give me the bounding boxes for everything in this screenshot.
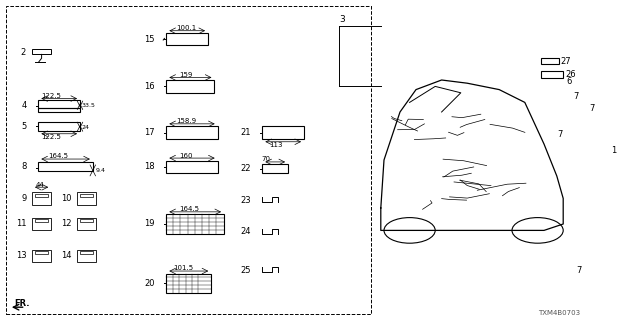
Bar bbox=[35, 194, 48, 197]
Text: 5: 5 bbox=[22, 122, 27, 131]
Text: 18: 18 bbox=[144, 162, 155, 171]
Text: 160: 160 bbox=[179, 153, 193, 158]
Text: FR.: FR. bbox=[14, 300, 29, 308]
Text: 164.5: 164.5 bbox=[48, 154, 68, 159]
Text: 7: 7 bbox=[589, 104, 594, 113]
Text: 24: 24 bbox=[241, 228, 251, 236]
Text: 122.5: 122.5 bbox=[42, 134, 61, 140]
Text: 122.5: 122.5 bbox=[42, 93, 61, 99]
Bar bbox=[541, 58, 559, 64]
Text: 17: 17 bbox=[144, 128, 155, 137]
Bar bbox=[166, 126, 218, 139]
Text: 158.9: 158.9 bbox=[176, 118, 196, 124]
Bar bbox=[77, 218, 96, 230]
Text: 1: 1 bbox=[611, 146, 616, 155]
Text: 113: 113 bbox=[269, 142, 282, 148]
Text: 13: 13 bbox=[16, 252, 27, 260]
Text: 10: 10 bbox=[61, 194, 72, 203]
Bar bbox=[38, 108, 80, 112]
Text: 33.5: 33.5 bbox=[82, 103, 96, 108]
Bar bbox=[6, 6, 371, 314]
Bar bbox=[77, 250, 96, 262]
Text: 6: 6 bbox=[566, 77, 572, 86]
Bar bbox=[32, 218, 51, 230]
Text: 9: 9 bbox=[22, 194, 27, 203]
Text: 22: 22 bbox=[241, 164, 251, 173]
Text: 4: 4 bbox=[22, 101, 27, 110]
Text: 24: 24 bbox=[82, 124, 90, 130]
Bar bbox=[32, 49, 51, 54]
Bar bbox=[32, 192, 51, 205]
Bar bbox=[38, 162, 93, 171]
Text: 11: 11 bbox=[17, 220, 27, 228]
Text: 27: 27 bbox=[561, 57, 572, 66]
Bar bbox=[35, 251, 48, 254]
Bar bbox=[38, 100, 80, 108]
Text: 44: 44 bbox=[35, 182, 44, 188]
Bar bbox=[80, 251, 93, 254]
Text: 14: 14 bbox=[61, 252, 72, 260]
Bar bbox=[541, 71, 563, 78]
Text: 159: 159 bbox=[179, 72, 193, 78]
Text: 70: 70 bbox=[261, 156, 270, 162]
Bar bbox=[166, 80, 214, 93]
Text: TXM4B0703: TXM4B0703 bbox=[538, 310, 580, 316]
Text: 7: 7 bbox=[557, 130, 562, 139]
Text: 7: 7 bbox=[573, 92, 578, 100]
Bar bbox=[35, 219, 48, 222]
Bar bbox=[166, 161, 218, 173]
Bar bbox=[77, 192, 96, 205]
Text: 100.1: 100.1 bbox=[176, 25, 196, 31]
Bar bbox=[80, 194, 93, 197]
Text: 7: 7 bbox=[576, 266, 581, 275]
Bar bbox=[166, 274, 211, 293]
Bar bbox=[262, 126, 304, 139]
Text: 3: 3 bbox=[339, 15, 345, 24]
Bar bbox=[38, 122, 80, 131]
Text: 15: 15 bbox=[145, 35, 155, 44]
Text: 16: 16 bbox=[144, 82, 155, 91]
Text: 20: 20 bbox=[145, 279, 155, 288]
Bar bbox=[80, 219, 93, 222]
Bar bbox=[166, 214, 224, 234]
Text: 2: 2 bbox=[20, 48, 26, 57]
Text: 9.4: 9.4 bbox=[96, 168, 106, 173]
Text: 26: 26 bbox=[565, 70, 576, 79]
Text: 101.5: 101.5 bbox=[173, 266, 193, 271]
Bar bbox=[166, 33, 208, 45]
Text: 19: 19 bbox=[145, 220, 155, 228]
Text: 164.5: 164.5 bbox=[179, 206, 199, 212]
Bar bbox=[262, 164, 288, 173]
Text: 12: 12 bbox=[61, 220, 72, 228]
Text: 21: 21 bbox=[241, 128, 251, 137]
Text: 25: 25 bbox=[241, 266, 251, 275]
Text: 23: 23 bbox=[240, 196, 251, 205]
Text: 8: 8 bbox=[22, 162, 27, 171]
Bar bbox=[32, 250, 51, 262]
